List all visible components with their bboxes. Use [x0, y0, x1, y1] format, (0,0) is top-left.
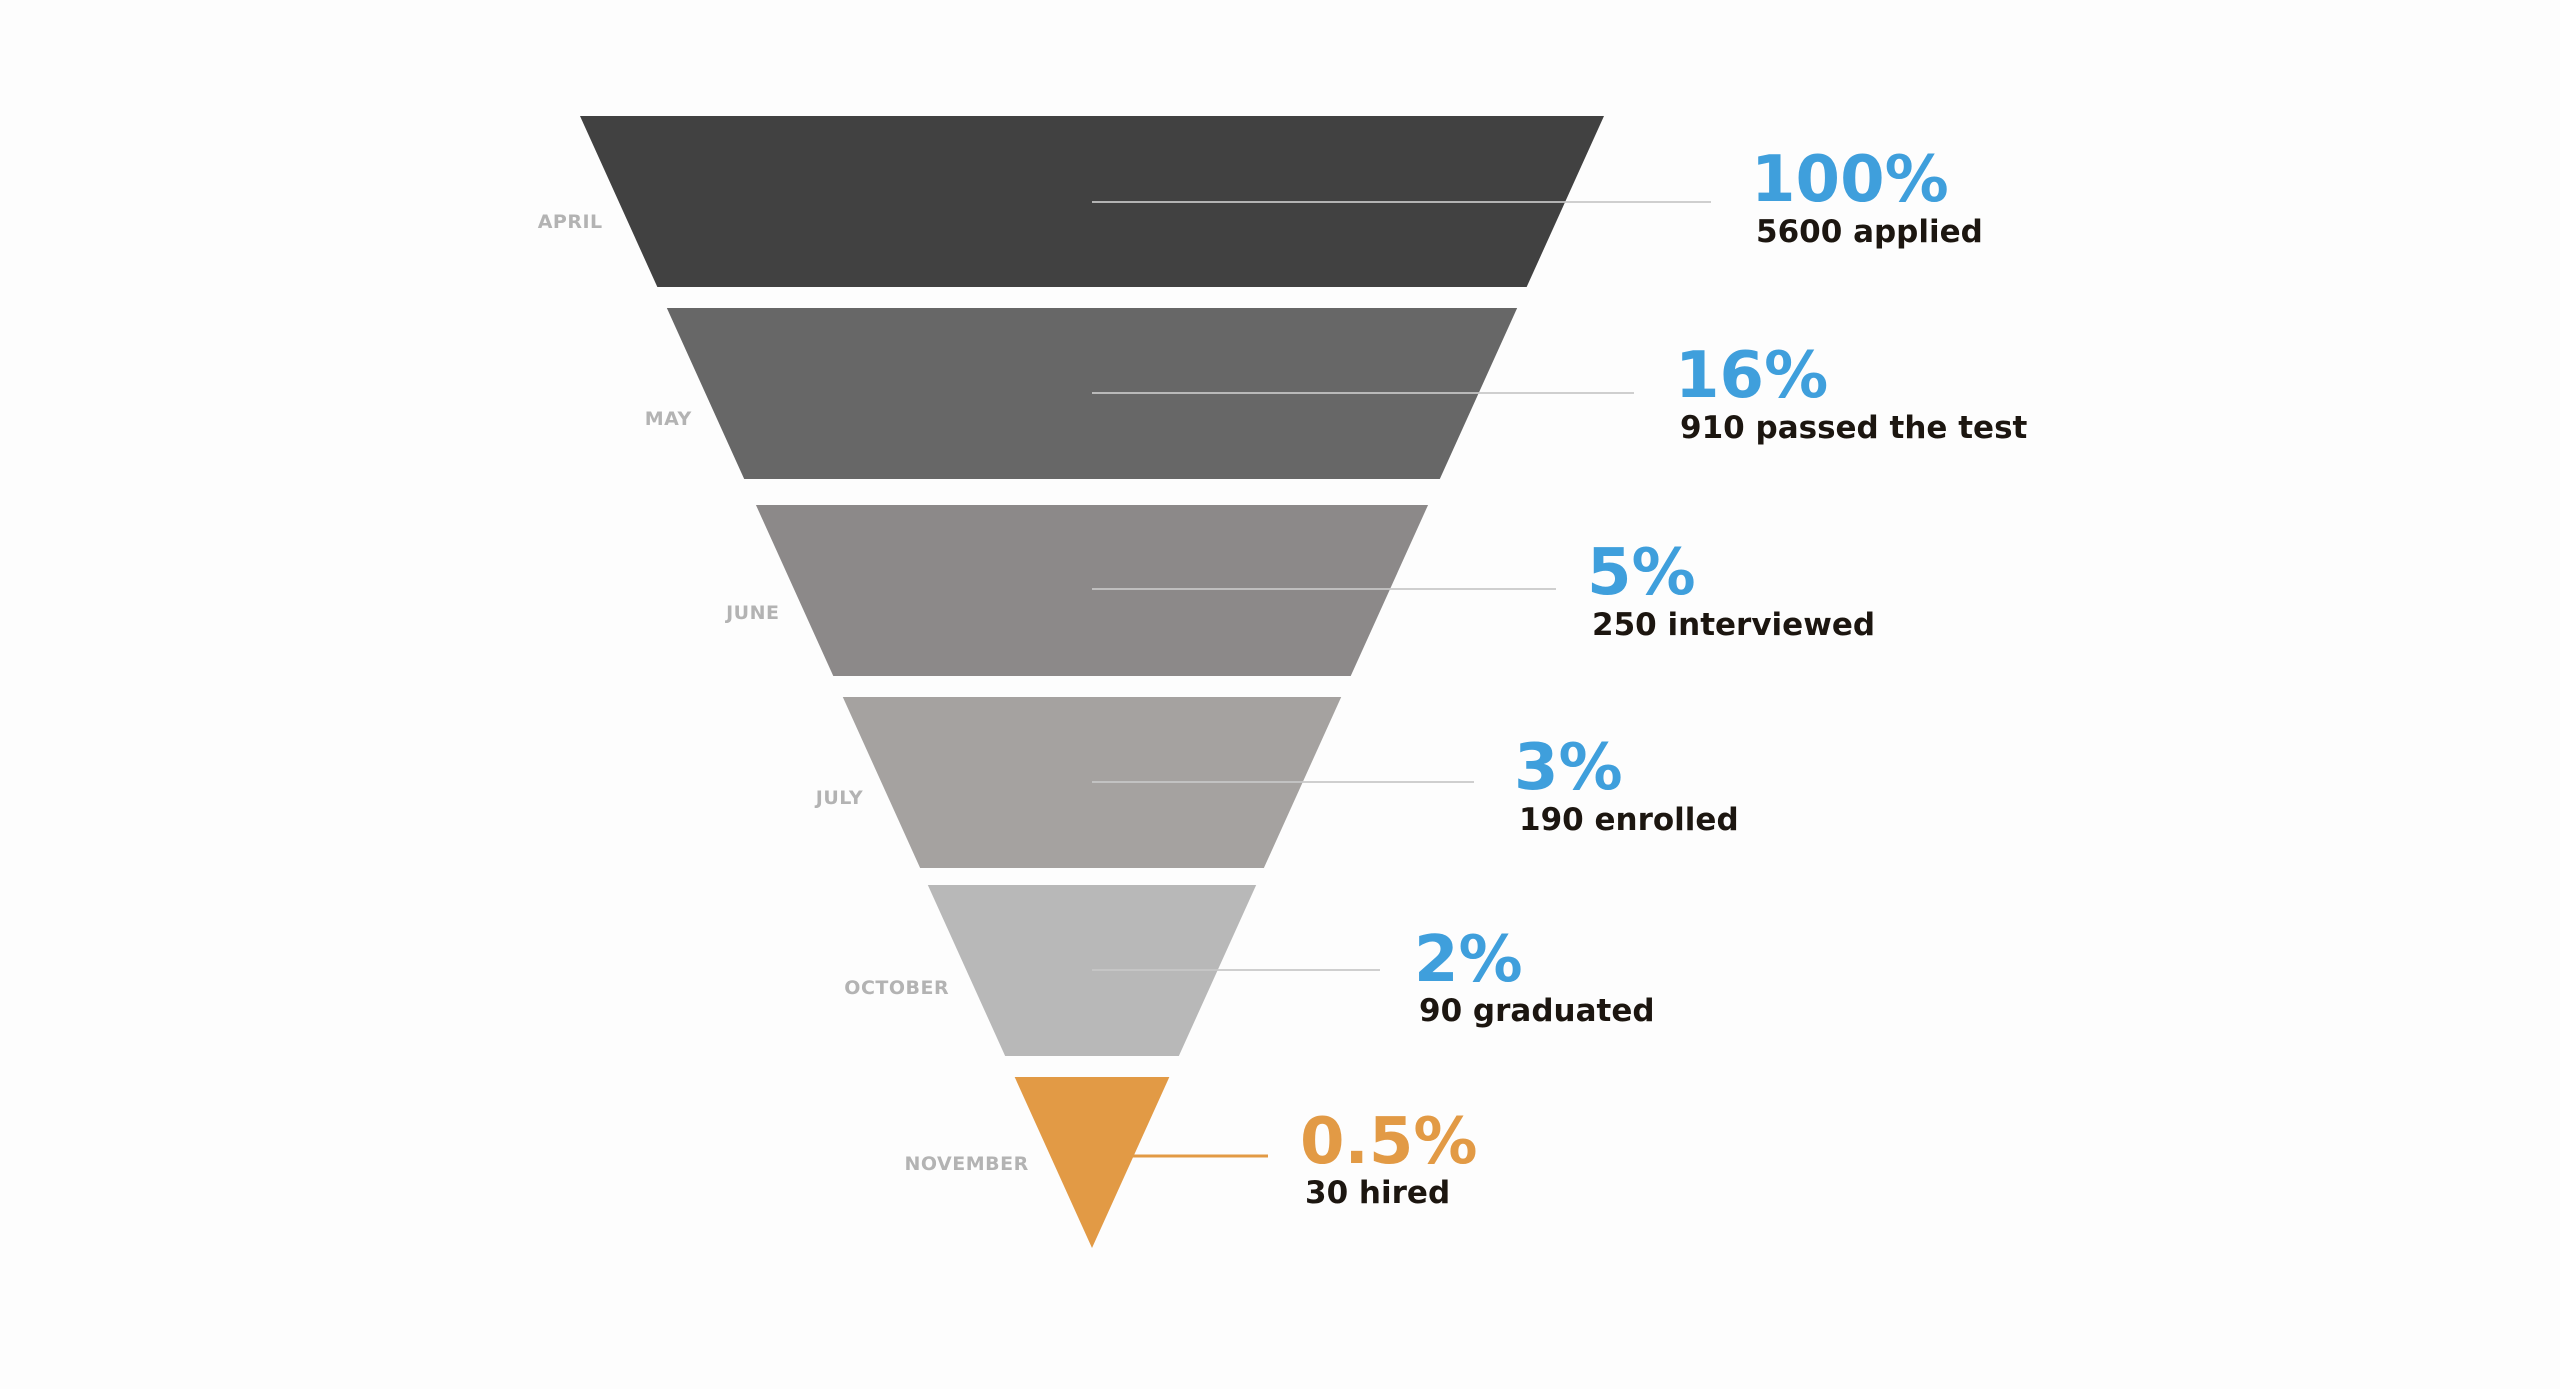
funnel-stage-may: MAY 16%910 passed the test — [645, 308, 2028, 479]
funnel-stage-november: NOVEMBER 0.5%30 hired — [904, 1077, 1478, 1248]
funnel-stage-october: OCTOBER 2%90 graduated — [844, 885, 1655, 1056]
funnel-stage-april: APRIL 100%5600 applied — [538, 116, 1983, 287]
funnel-stage-july: JULY 3%190 enrolled — [814, 697, 1739, 868]
month-label: NOVEMBER — [904, 1153, 1028, 1175]
month-label: APRIL — [538, 211, 603, 233]
percent-label: 2% — [1414, 923, 1523, 997]
description-label: 90 graduated — [1419, 993, 1655, 1029]
description-label: 910 passed the test — [1680, 410, 2028, 446]
percent-label: 5% — [1587, 536, 1696, 610]
month-label: JULY — [814, 787, 863, 809]
month-label: JUNE — [724, 602, 779, 624]
funnel-stage-june: JUNE 5%250 interviewed — [724, 505, 1875, 676]
description-label: 5600 applied — [1756, 214, 1983, 250]
description-label: 30 hired — [1305, 1175, 1450, 1211]
percent-label: 3% — [1514, 731, 1623, 805]
percent-label: 16% — [1675, 339, 1828, 413]
month-label: OCTOBER — [844, 977, 949, 999]
description-label: 250 interviewed — [1592, 607, 1875, 643]
percent-label: 100% — [1751, 143, 1949, 217]
funnel-band — [755, 505, 1429, 676]
funnel-band — [1014, 1077, 1170, 1248]
percent-label: 0.5% — [1300, 1105, 1478, 1179]
description-label: 190 enrolled — [1519, 802, 1739, 838]
month-label: MAY — [645, 408, 692, 430]
